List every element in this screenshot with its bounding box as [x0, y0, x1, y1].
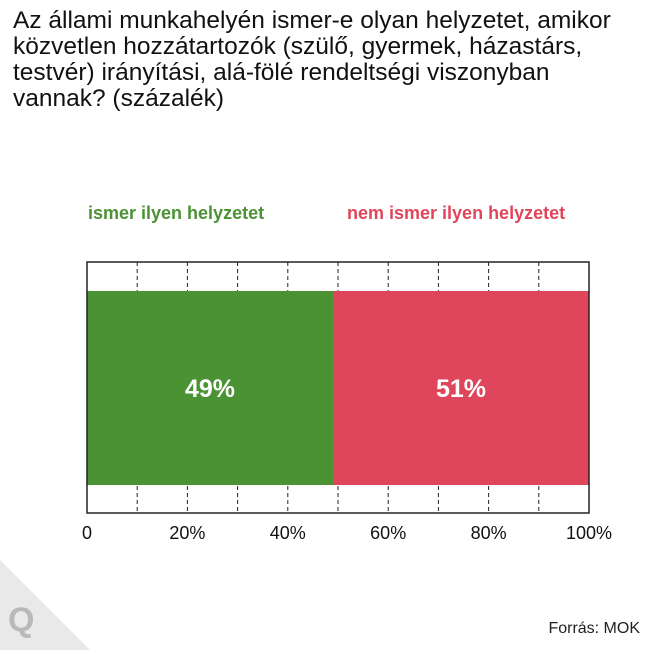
x-tick-label: 60%: [370, 523, 406, 543]
plot-frame: [86, 261, 590, 514]
x-tick-label: 40%: [270, 523, 306, 543]
x-tick-label: 80%: [471, 523, 507, 543]
q-logo-icon: Q: [8, 601, 35, 639]
x-tick-label: 20%: [169, 523, 205, 543]
source-note: Forrás: MOK: [548, 620, 640, 637]
legend-item-nem-ismer: nem ismer ilyen helyzetet: [347, 203, 566, 223]
bar-value-label: 51%: [436, 375, 486, 403]
bar-value-label: 49%: [185, 375, 235, 403]
x-tick-label: 100%: [566, 523, 612, 543]
chart-title: Az állami munkahelyén ismer-e olyan hely…: [13, 7, 611, 112]
bar-nem-ismer: [332, 291, 589, 485]
x-tick-label: 0: [82, 523, 92, 543]
corner-decoration: [0, 560, 90, 650]
bar-chart: 49% 51% 0 20% 40% 60% 80% 100%: [82, 261, 612, 543]
bar-ismer: [87, 291, 333, 485]
legend-item-ismer: ismer ilyen helyzetet: [88, 203, 265, 223]
